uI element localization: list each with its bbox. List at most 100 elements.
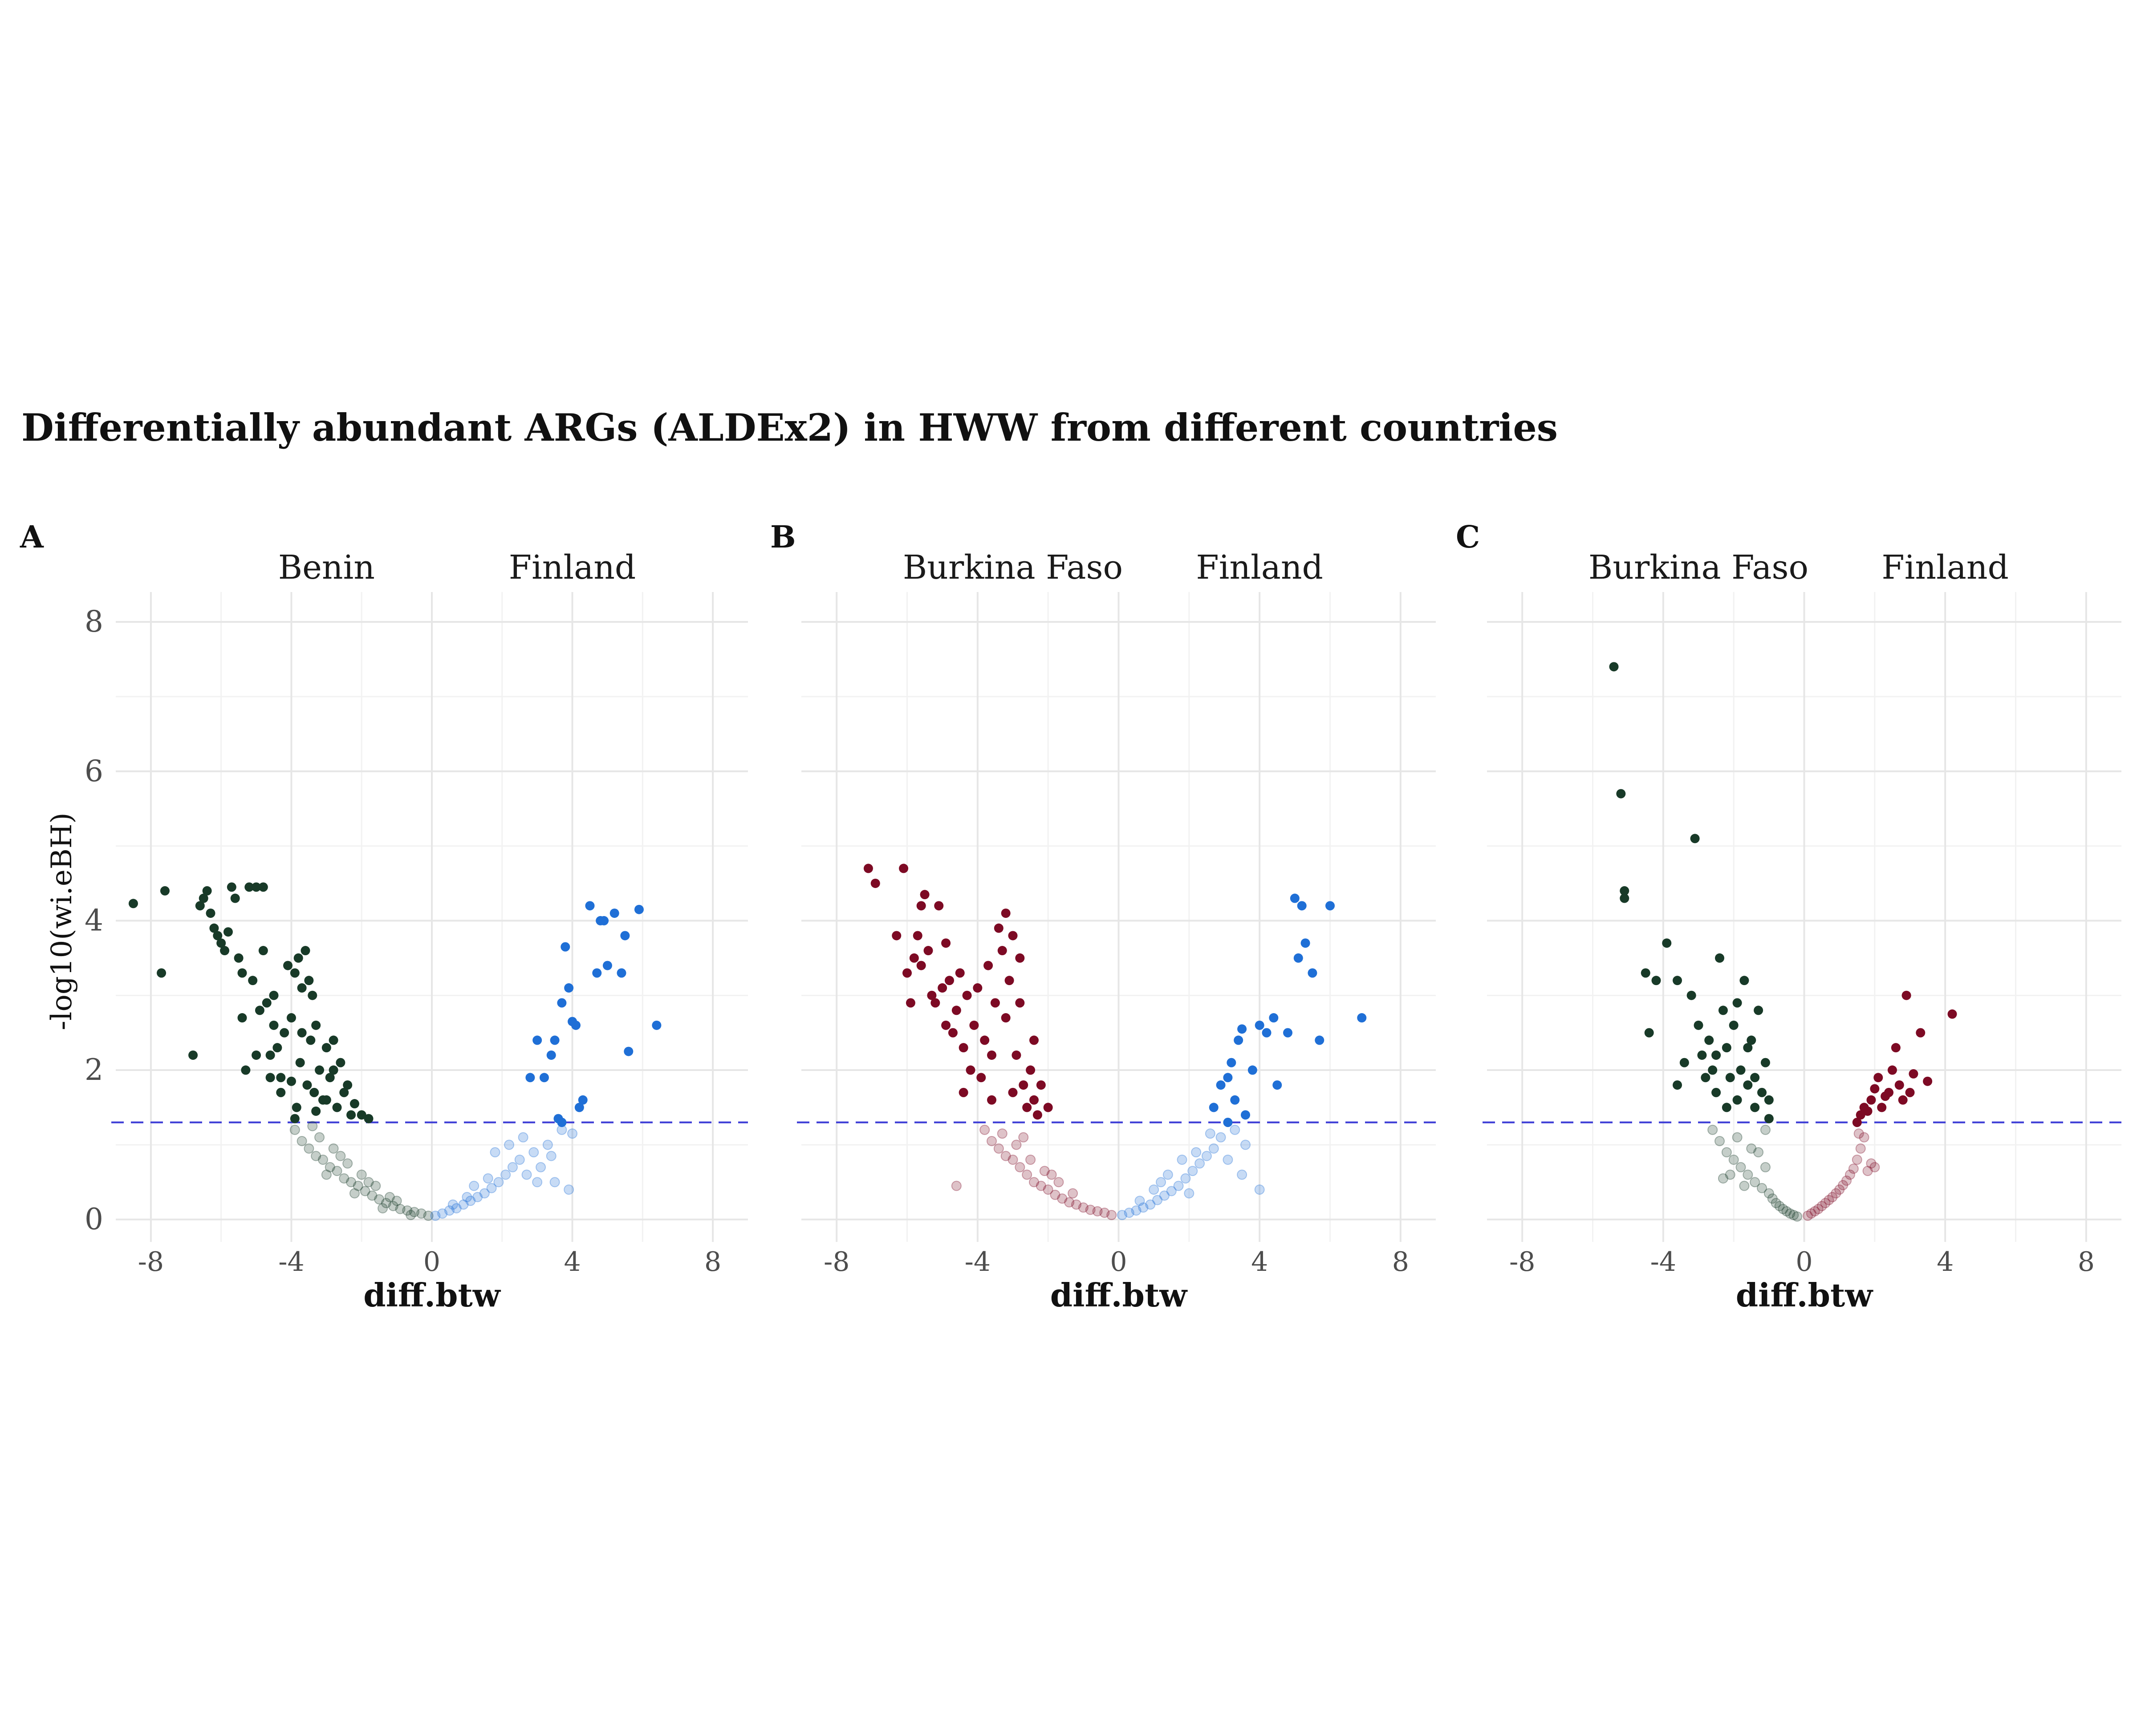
x-tick-label: -8 — [824, 1246, 849, 1278]
data-point — [634, 905, 644, 914]
data-point — [1001, 1013, 1011, 1023]
data-point — [870, 878, 880, 888]
data-point — [507, 1162, 518, 1172]
data-point — [536, 1162, 546, 1172]
data-point — [309, 1087, 319, 1097]
data-point — [1011, 1140, 1022, 1150]
data-point — [1859, 1132, 1869, 1143]
data-point — [1620, 886, 1629, 896]
data-point — [1916, 1028, 1926, 1038]
data-point — [567, 1128, 578, 1139]
data-point — [1046, 1169, 1057, 1180]
data-point — [1732, 998, 1742, 1008]
data-point — [966, 1065, 975, 1075]
data-point — [308, 990, 317, 1000]
data-point — [1869, 1162, 1880, 1172]
data-point — [1145, 1199, 1156, 1210]
x-tick-label: 8 — [1392, 1246, 1409, 1278]
data-point — [1909, 1069, 1918, 1079]
data-point — [209, 923, 219, 933]
data-point — [532, 1035, 542, 1045]
data-point — [1763, 1188, 1774, 1199]
data-point — [357, 1110, 366, 1120]
data-point — [1781, 1206, 1792, 1217]
data-point — [1694, 1020, 1703, 1030]
data-point — [1241, 1110, 1250, 1120]
data-point — [983, 961, 993, 970]
data-point — [374, 1194, 385, 1205]
data-point — [1237, 1169, 1247, 1180]
data-point — [1743, 1080, 1753, 1090]
data-point — [248, 976, 258, 986]
data-point — [1134, 1196, 1145, 1206]
data-point — [195, 901, 205, 911]
data-point — [346, 1177, 357, 1188]
data-point — [292, 1103, 301, 1112]
data-point — [1732, 1095, 1742, 1105]
data-point — [430, 1210, 441, 1221]
data-point — [913, 931, 922, 941]
data-point — [1001, 909, 1011, 918]
data-point — [304, 1143, 314, 1154]
data-point — [276, 1087, 286, 1097]
data-point — [1036, 1180, 1046, 1191]
data-point — [1743, 1169, 1753, 1180]
data-point — [1863, 1106, 1873, 1116]
data-point — [1237, 1024, 1247, 1034]
data-point — [472, 1192, 483, 1202]
data-point — [1019, 1080, 1028, 1090]
data-point — [1785, 1208, 1796, 1219]
data-point — [1722, 1103, 1731, 1112]
data-point — [252, 882, 261, 892]
x-tick-label: 4 — [1251, 1246, 1268, 1278]
group-label-left: Burkina Faso — [903, 548, 1123, 587]
data-point — [286, 1013, 296, 1023]
data-point — [1651, 976, 1661, 986]
data-point — [549, 1177, 560, 1188]
data-point — [1750, 1177, 1760, 1188]
data-point — [927, 990, 937, 1000]
data-point — [1722, 1043, 1731, 1053]
data-point — [1283, 1028, 1292, 1038]
data-point — [1862, 1166, 1873, 1176]
panel-c: -8 -4 0 4 8 diff.btw C Burkina Faso Finland — [1456, 519, 2121, 1314]
x-tick-label: -4 — [965, 1246, 991, 1278]
data-point — [1085, 1205, 1096, 1215]
data-point — [955, 968, 965, 978]
data-point — [1901, 990, 1911, 1000]
data-point — [311, 1151, 321, 1161]
data-point — [1739, 1180, 1750, 1191]
data-point — [234, 953, 244, 963]
data-point — [444, 1205, 455, 1216]
data-point — [265, 1073, 275, 1083]
data-point — [1205, 1128, 1215, 1139]
data-point — [1813, 1204, 1824, 1214]
data-point — [1247, 1065, 1257, 1075]
data-point — [1834, 1184, 1845, 1195]
data-point — [1008, 1154, 1018, 1165]
data-point — [332, 1166, 342, 1176]
y-tick-label: 0 — [85, 1202, 103, 1237]
data-point — [128, 899, 138, 909]
data-point — [1728, 1154, 1739, 1165]
data-point — [206, 909, 215, 918]
data-point — [199, 893, 208, 903]
data-point — [213, 931, 223, 941]
data-point — [1806, 1208, 1816, 1219]
data-point — [1848, 1164, 1859, 1174]
data-point — [1325, 901, 1335, 911]
data-point — [557, 1117, 567, 1127]
data-point — [1078, 1202, 1089, 1213]
data-point — [437, 1208, 448, 1219]
data-point — [863, 864, 873, 873]
data-point — [321, 1043, 331, 1053]
data-point — [314, 1132, 325, 1143]
data-point — [160, 886, 170, 896]
data-point — [994, 923, 1003, 933]
data-point — [241, 1065, 251, 1075]
data-point — [1050, 1189, 1060, 1200]
data-point — [528, 1147, 539, 1158]
data-point — [1159, 1190, 1170, 1201]
data-point — [1774, 1201, 1785, 1211]
data-point — [370, 1180, 381, 1191]
